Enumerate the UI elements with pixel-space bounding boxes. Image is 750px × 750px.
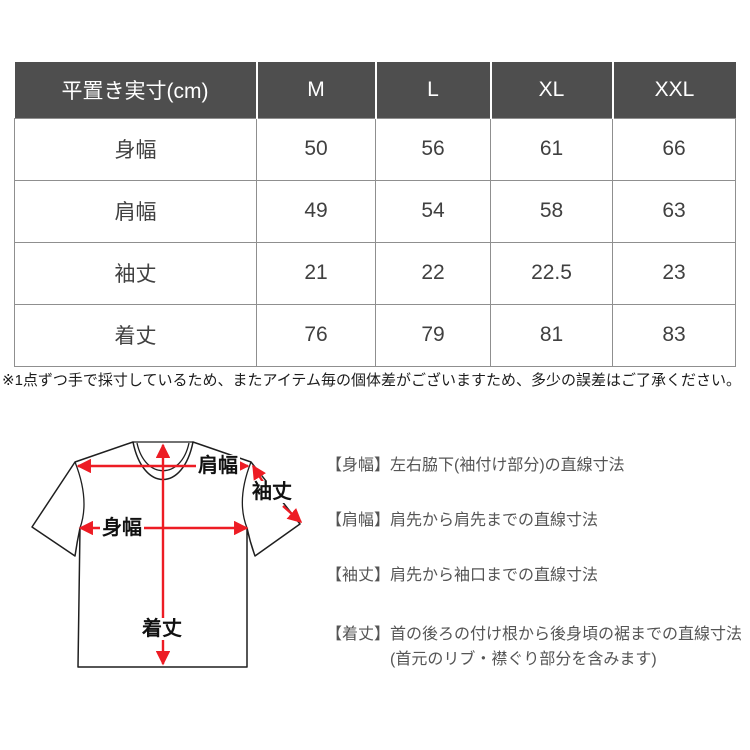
table-row-garment-length: 着丈 76 79 81 83 (14, 303, 736, 367)
cell-value: 61 (490, 117, 613, 181)
cell-value: 23 (612, 241, 736, 305)
cell-value: 56 (375, 117, 491, 181)
table-row-shoulder-width: 肩幅 49 54 58 63 (14, 179, 736, 243)
definition-desc-line2: (首元のリブ・襟ぐり部分を含みます) (390, 651, 657, 668)
cell-value: 58 (490, 179, 613, 243)
diagram-label-shoulder: 肩幅 (196, 455, 240, 477)
cell-value: 81 (490, 303, 613, 367)
definition-desc: 首の後ろの付け根から後身頃の裾までの直線寸法 (首元のリブ・襟ぐり部分を含みます… (390, 622, 746, 672)
row-label: 身幅 (14, 117, 257, 181)
header-size-m: M (255, 62, 376, 118)
cell-value: 22 (375, 241, 491, 305)
size-table: 平置き実寸(cm) M L XL XXL 身幅 50 56 61 66 肩幅 4… (14, 62, 736, 367)
header-size-xl: XL (489, 62, 613, 118)
cell-value: 21 (256, 241, 376, 305)
definition-garment-length: 【着丈】 首の後ろの付け根から後身頃の裾までの直線寸法 (首元のリブ・襟ぐり部分… (326, 622, 746, 672)
definition-desc: 肩先から肩先までの直線寸法 (390, 512, 599, 529)
definition-desc: 肩先から袖口までの直線寸法 (390, 567, 599, 584)
cell-value: 66 (612, 117, 736, 181)
definition-body-width: 【身幅】 左右脇下(袖付け部分)の直線寸法 (326, 453, 746, 478)
definition-desc-line1: 首の後ろの付け根から後身頃の裾までの直線寸法 (390, 626, 743, 643)
cell-value: 49 (256, 179, 376, 243)
cell-value: 76 (256, 303, 376, 367)
sleeve-length-arrow-upper (251, 464, 266, 483)
sleeve-length-arrow-lower (282, 505, 303, 523)
cell-value: 79 (375, 303, 491, 367)
row-label: 着丈 (14, 303, 257, 367)
cell-value: 54 (375, 179, 491, 243)
definition-sleeve-length: 【袖丈】 肩先から袖口までの直線寸法 (326, 563, 746, 588)
header-size-label: 平置き実寸(cm) (14, 62, 257, 118)
cell-value: 50 (256, 117, 376, 181)
definition-term: 【袖丈】 (326, 567, 391, 584)
row-label: 袖丈 (14, 241, 257, 305)
definition-term: 【着丈】 (326, 626, 391, 643)
table-row-body-width: 身幅 50 56 61 66 (14, 117, 736, 181)
header-size-l: L (374, 62, 491, 118)
row-label: 肩幅 (14, 179, 257, 243)
table-row-sleeve-length: 袖丈 21 22 22.5 23 (14, 241, 736, 305)
size-table-header-row: 平置き実寸(cm) M L XL XXL (14, 62, 736, 118)
header-size-xxl: XXL (611, 62, 736, 118)
definition-shoulder-width: 【肩幅】 肩先から肩先までの直線寸法 (326, 508, 746, 533)
diagram-label-sleeve: 袖丈 (250, 481, 294, 503)
cell-value: 83 (612, 303, 736, 367)
definition-term: 【身幅】 (326, 457, 391, 474)
definition-term: 【肩幅】 (326, 512, 391, 529)
cell-value: 22.5 (490, 241, 613, 305)
diagram-label-body-width: 身幅 (100, 517, 144, 539)
cell-value: 63 (612, 179, 736, 243)
measurement-note: ※1点ずつ手で採寸しているため、またアイテム毎の個体差がございますため、多少の誤… (2, 372, 741, 389)
tshirt-illustration (31, 441, 303, 668)
diagram-label-length: 着丈 (140, 618, 184, 640)
definition-desc: 左右脇下(袖付け部分)の直線寸法 (390, 457, 625, 474)
tshirt-diagram: 肩幅 袖丈 身幅 着丈 (20, 430, 320, 680)
